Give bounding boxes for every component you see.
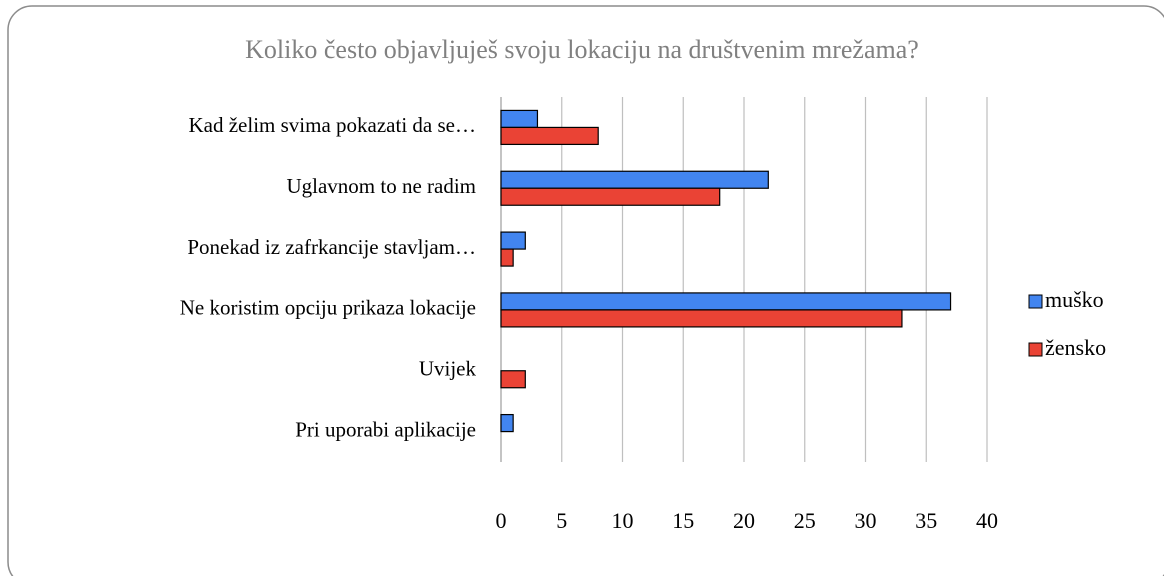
x-tick-label: 10 [612,508,634,533]
bar [500,231,526,250]
bar [500,309,903,328]
chart-title: Koliko često objavljuješ svoju lokaciju … [245,35,919,64]
bar [500,170,769,189]
bar [500,126,599,146]
x-tick-label: 40 [976,508,998,533]
x-tick-label: 35 [915,508,937,533]
legend-swatch [1028,294,1043,309]
y-tick-label: Ne koristim opciju prikaza lokacije [180,296,476,320]
bar [500,248,514,267]
y-tick-label: Pri uporabi aplikacije [295,417,476,441]
y-tick-label: Uglavnom to ne radim [286,174,476,198]
x-tick-label: 20 [733,508,755,533]
x-tick-label: 5 [556,508,567,533]
bar [500,109,539,129]
legend-label: muško [1045,287,1104,312]
legend-label: žensko [1045,335,1106,360]
x-tick-label: 0 [496,508,507,533]
bar [500,370,526,389]
chart-frame [7,5,1164,581]
y-tick-label: Uvijek [419,357,477,381]
legend-swatch [1028,342,1043,357]
y-tick-label: Kad želim svima pokazati da se… [189,113,477,137]
bar [500,187,721,206]
x-tick-label: 30 [855,508,877,533]
y-tick-label: Ponekad iz zafrkancije stavljam… [187,235,476,259]
bar [500,292,952,311]
bar [500,413,514,433]
x-tick-label: 25 [794,508,816,533]
x-tick-label: 15 [672,508,694,533]
